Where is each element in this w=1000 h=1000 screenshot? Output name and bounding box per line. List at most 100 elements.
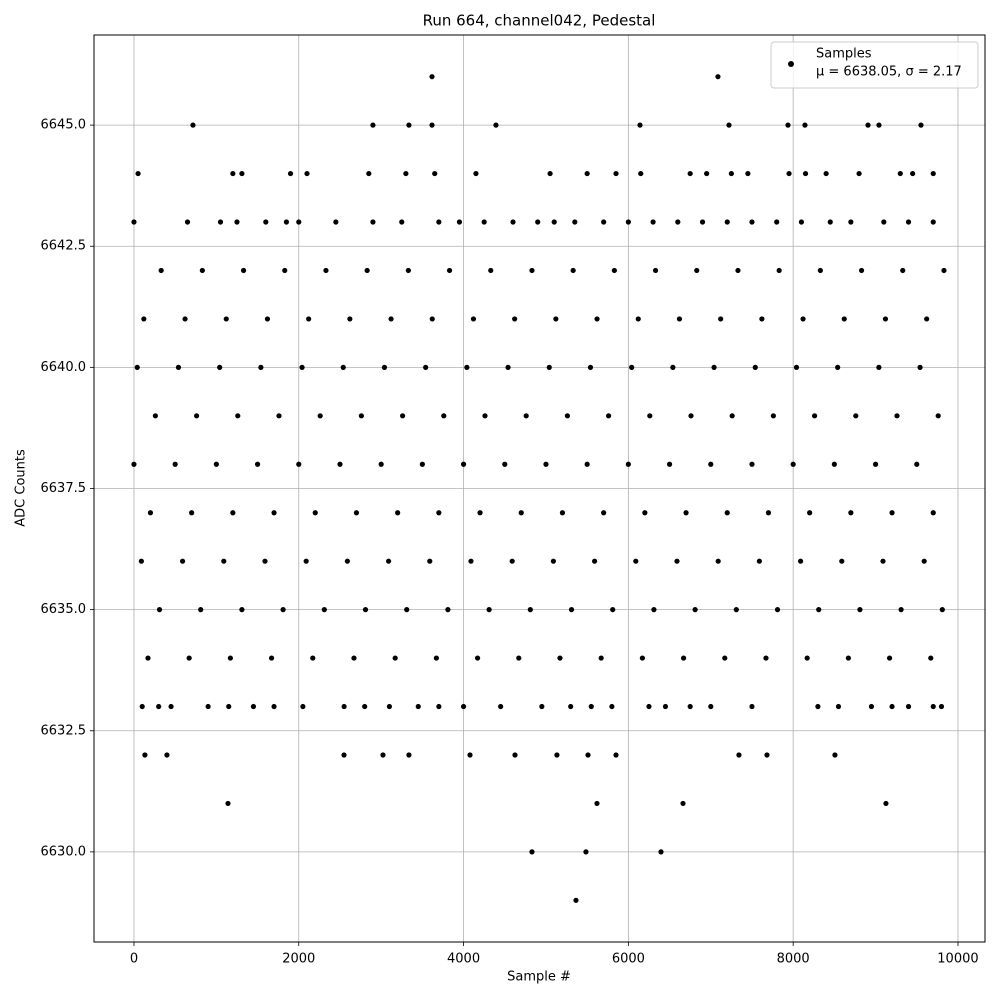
- point: [468, 558, 474, 564]
- point: [547, 170, 553, 177]
- point: [674, 558, 680, 564]
- point: [493, 122, 499, 128]
- point: [527, 607, 533, 613]
- point: [512, 316, 518, 322]
- point: [564, 413, 570, 419]
- x-tick-label: 6000: [612, 952, 645, 967]
- point: [858, 267, 865, 274]
- point: [651, 607, 657, 613]
- point: [804, 655, 810, 661]
- point: [718, 316, 724, 322]
- point: [250, 703, 257, 710]
- point: [704, 170, 710, 177]
- point: [518, 510, 524, 516]
- point: [156, 703, 162, 710]
- point: [889, 703, 895, 710]
- legend-marker: [788, 61, 794, 67]
- point: [715, 74, 721, 80]
- point: [917, 364, 923, 370]
- point: [460, 461, 467, 467]
- point: [333, 219, 339, 225]
- point: [584, 170, 590, 177]
- point: [141, 316, 147, 322]
- point: [835, 364, 841, 370]
- point: [347, 316, 353, 322]
- point: [131, 219, 137, 225]
- point: [254, 461, 261, 467]
- point: [189, 510, 195, 516]
- point: [687, 703, 693, 710]
- point: [647, 413, 653, 419]
- point: [399, 413, 406, 419]
- point: [486, 607, 492, 613]
- point: [882, 316, 889, 322]
- point: [629, 364, 635, 370]
- point: [692, 607, 698, 613]
- point: [790, 461, 796, 467]
- point: [282, 267, 288, 274]
- point: [601, 219, 607, 225]
- point: [845, 655, 851, 661]
- points: [131, 74, 947, 903]
- point: [441, 413, 447, 419]
- point: [263, 219, 269, 225]
- point: [386, 703, 393, 710]
- point: [488, 267, 494, 274]
- point: [235, 413, 241, 419]
- point: [296, 461, 302, 467]
- point: [436, 219, 442, 225]
- point: [436, 703, 442, 710]
- point: [464, 364, 470, 370]
- point: [763, 655, 769, 661]
- point: [557, 655, 563, 661]
- point: [303, 558, 309, 564]
- point: [470, 316, 477, 322]
- point: [708, 461, 714, 467]
- point: [930, 510, 936, 516]
- point: [553, 316, 559, 322]
- point: [158, 267, 164, 274]
- point: [848, 219, 854, 225]
- point: [637, 122, 643, 128]
- point: [299, 364, 305, 370]
- point: [635, 316, 641, 322]
- point: [726, 122, 732, 128]
- point: [802, 122, 808, 128]
- point: [230, 510, 236, 516]
- point: [198, 607, 204, 613]
- point: [193, 413, 200, 419]
- point: [680, 800, 686, 807]
- point: [785, 122, 791, 128]
- point: [509, 558, 515, 564]
- point: [344, 558, 350, 564]
- point: [633, 558, 639, 564]
- point: [321, 607, 327, 613]
- point: [938, 703, 945, 710]
- point: [271, 703, 277, 710]
- point: [473, 170, 479, 177]
- point: [147, 510, 154, 516]
- point: [378, 461, 384, 467]
- point: [745, 170, 751, 177]
- point: [362, 703, 368, 710]
- point: [886, 655, 893, 661]
- legend-box: [770, 41, 979, 89]
- point: [436, 510, 442, 516]
- point: [358, 413, 364, 419]
- point: [172, 461, 178, 467]
- point: [429, 74, 435, 80]
- point: [264, 316, 271, 322]
- point: [135, 170, 141, 177]
- x-axis-label: Sample #: [507, 970, 571, 985]
- point: [585, 752, 591, 758]
- point: [406, 752, 412, 758]
- x-tick-label: 8000: [777, 952, 810, 967]
- point: [928, 655, 934, 661]
- point: [776, 267, 782, 274]
- point: [914, 461, 920, 467]
- point: [756, 558, 762, 564]
- point: [774, 607, 781, 613]
- point: [523, 413, 529, 419]
- point: [551, 219, 557, 225]
- point: [482, 413, 488, 419]
